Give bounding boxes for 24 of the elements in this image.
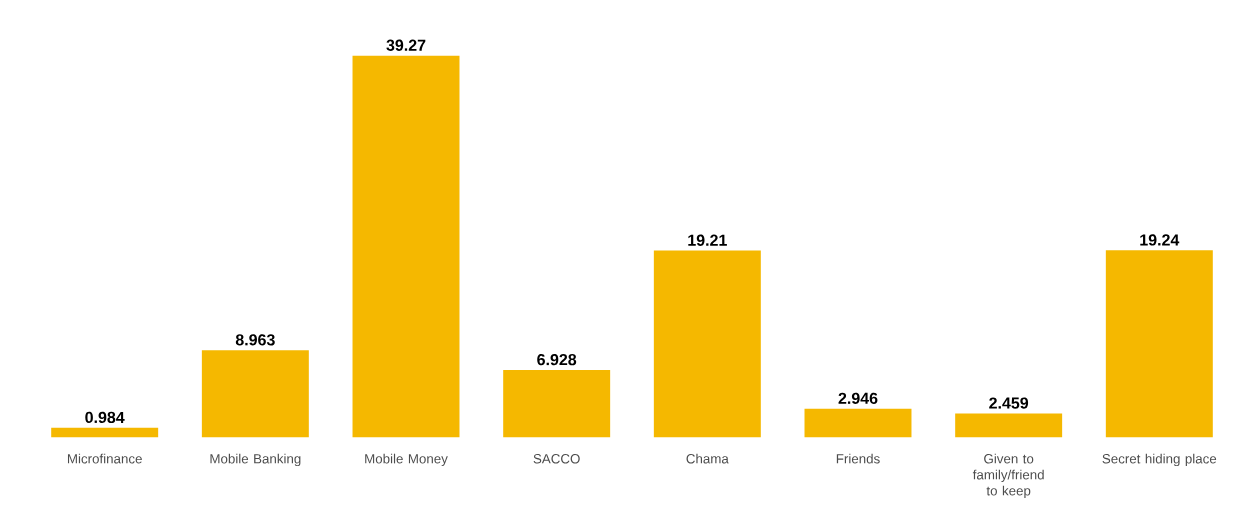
data-label: 2.946 (838, 392, 878, 404)
bar (503, 369, 611, 438)
x-tick-label: Chama (686, 453, 729, 464)
x-tick-label: Friends (836, 453, 880, 464)
bar (804, 408, 912, 438)
x-tick-label: Mobile Banking (210, 453, 301, 467)
data-label: 8.963 (235, 334, 275, 346)
x-tick-label: Mobile Money (365, 453, 448, 467)
bar (1105, 250, 1213, 438)
x-tick-label: Microfinance (67, 453, 142, 464)
x-tick-label: Secret hiding place (1102, 453, 1217, 467)
data-label: 2.459 (989, 397, 1029, 409)
data-label: 19.21 (688, 234, 727, 246)
bar (201, 350, 309, 438)
data-label: 6.928 (537, 353, 577, 366)
bar (51, 427, 159, 438)
data-label: 19.24 (1140, 234, 1180, 246)
bar (352, 55, 460, 438)
data-label: 0.984 (85, 411, 125, 424)
bar (653, 250, 761, 438)
bar (955, 413, 1063, 438)
data-label: 39.27 (386, 39, 426, 51)
x-tick-label: Given to family/friend to keep (972, 453, 1044, 499)
x-tick-label: SACCO (533, 454, 580, 464)
